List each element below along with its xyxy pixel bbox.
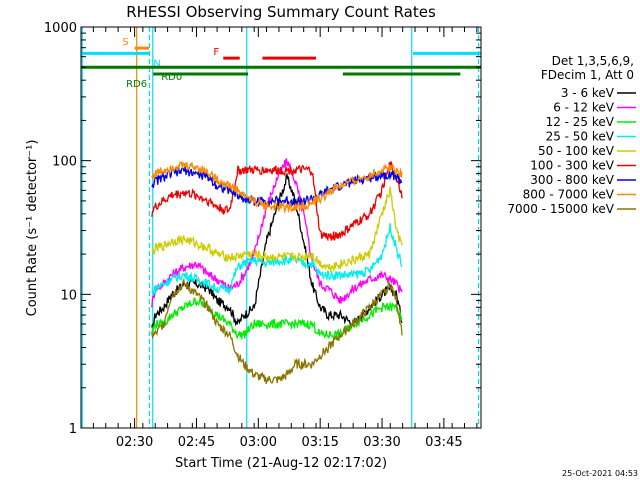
legend-label-5: 100 - 300 keV xyxy=(530,159,614,173)
series-line-8 xyxy=(151,277,403,385)
legend-label-4: 50 - 100 keV xyxy=(538,144,615,158)
annotation-label-s: S xyxy=(122,37,128,48)
y-tick-label-3: 1000 xyxy=(44,21,77,36)
legend: Det 1,3,5,6,9, FDecim 1, Att 0 3 - 6 keV… xyxy=(507,54,636,216)
x-tick-label-5: 03:45 xyxy=(425,435,462,450)
timestamp: 25-Oct-2021 04:53 xyxy=(562,469,638,478)
legend-label-0: 3 - 6 keV xyxy=(561,86,615,100)
y-tick-label-0: 1 xyxy=(69,422,77,437)
legend-label-6: 300 - 800 keV xyxy=(530,173,614,187)
series-line-7 xyxy=(151,161,403,214)
y-axis-label: Count Rate (s⁻¹ detector⁻¹) xyxy=(25,140,40,317)
legend-label-2: 12 - 25 keV xyxy=(546,115,615,129)
series-line-3 xyxy=(151,223,403,296)
x-axis-label: Start Time (21-Aug-12 02:17:02) xyxy=(175,456,387,471)
annotation-label-rd6: RD6 xyxy=(126,79,147,90)
x-tick-label-2: 03:00 xyxy=(240,435,277,450)
x-tick-label-0: 02:30 xyxy=(116,435,153,450)
chart-title: RHESSI Observing Summary Count Rates xyxy=(126,3,436,21)
annotation-label-rd0: RD0 xyxy=(161,72,182,83)
annotation-label-f: F xyxy=(213,47,219,58)
legend-label-3: 25 - 50 keV xyxy=(546,130,615,144)
legend-title-line-2: FDecim 1, Att 0 xyxy=(541,68,634,82)
x-tick-label-1: 02:45 xyxy=(178,435,215,450)
x-tick-label-3: 03:15 xyxy=(301,435,338,450)
series-line-1 xyxy=(151,158,403,308)
annotation-label-n: N xyxy=(153,58,160,69)
legend-label-1: 6 - 12 keV xyxy=(553,101,615,115)
legend-label-7: 800 - 7000 keV xyxy=(523,188,615,202)
series-line-5 xyxy=(151,161,403,242)
x-tick-label-4: 03:30 xyxy=(363,435,400,450)
legend-title-line-1: Det 1,3,5,6,9, xyxy=(552,54,634,68)
legend-label-8: 7000 - 15000 keV xyxy=(507,202,614,216)
y-tick-label-2: 100 xyxy=(52,155,77,170)
plot-frame xyxy=(80,26,482,429)
y-tick-label-1: 10 xyxy=(60,288,77,303)
series-line-4 xyxy=(151,186,403,274)
